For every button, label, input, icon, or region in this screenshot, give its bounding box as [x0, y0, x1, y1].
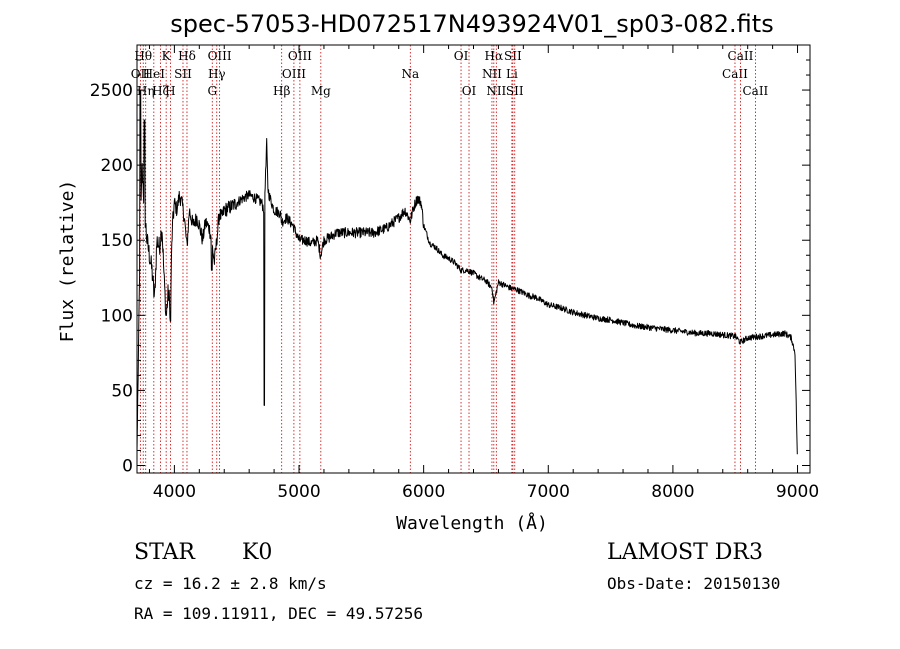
line-marker-label: Hθ — [134, 49, 152, 63]
x-axis-label: Wavelength (Å) — [396, 512, 548, 534]
plot-frame — [136, 44, 811, 474]
coords-text: RA = 109.11911, DEC = 49.57256 — [134, 604, 423, 623]
line-marker-label: CaII — [728, 49, 754, 63]
y-tick-label: 0 — [122, 456, 133, 476]
x-tick-label: 6000 — [402, 482, 445, 502]
line-marker-label: Hα — [485, 49, 504, 63]
line-marker-label: K — [162, 49, 172, 63]
line-marker-label: HeI — [143, 67, 166, 81]
x-tick-label: 5000 — [277, 482, 320, 502]
line-marker-label: SII — [504, 49, 522, 63]
line-marker-label: CaII — [742, 84, 768, 98]
line-marker-label: Hβ — [273, 84, 290, 98]
x-tick-label: 8000 — [651, 482, 694, 502]
object-subclass: K0 — [242, 540, 272, 565]
line-markers: OIIHθHηHeIHζKHSIIHδGHγOIIIHβOIIIOIIIMgNa… — [131, 45, 769, 473]
line-marker-label: H — [165, 84, 175, 98]
line-marker-label: OIII — [288, 49, 312, 63]
x-tick-label: 9000 — [776, 482, 819, 502]
y-axis: 0 50 100 150 200 2500 — [90, 59, 810, 476]
line-marker-label: Na — [401, 67, 419, 81]
line-marker-label: Hδ — [178, 49, 196, 63]
obs-date-text: Obs-Date: 20150130 — [607, 574, 780, 593]
line-marker-label: Li — [506, 67, 518, 81]
spectrum-series — [136, 89, 798, 455]
redshift-text: cz = 16.2 ± 2.8 km/s — [134, 574, 327, 593]
y-axis-label: Flux (relative) — [57, 180, 78, 343]
survey-name: LAMOST DR3 — [607, 540, 763, 565]
y-tick-label: 2500 — [90, 81, 133, 101]
line-marker-label: NII — [482, 67, 502, 81]
line-marker-label: Hη — [137, 84, 155, 98]
y-tick-label: 150 — [101, 231, 133, 251]
y-tick-label: 100 — [101, 306, 133, 326]
line-marker-label: NII — [486, 84, 506, 98]
object-class: STAR — [134, 540, 196, 565]
chart-title: spec-57053-HD072517N493924V01_sp03-082.f… — [170, 10, 773, 38]
line-marker-label: OIII — [208, 49, 232, 63]
line-marker-label: SII — [174, 67, 192, 81]
line-marker-label: CaII — [722, 67, 748, 81]
line-marker-label: Hγ — [208, 67, 226, 81]
x-axis: 4000 5000 6000 7000 8000 9000 — [148, 45, 819, 502]
line-marker-label: Mg — [311, 84, 331, 98]
line-marker-label: G — [207, 84, 217, 98]
line-marker-label: Hζ — [152, 84, 169, 98]
spectrum-line — [136, 89, 798, 455]
line-marker-label: OI — [462, 84, 477, 98]
y-tick-label: 50 — [111, 381, 133, 401]
line-marker-label: OIII — [282, 67, 306, 81]
x-tick-label: 7000 — [527, 482, 570, 502]
x-tick-label: 4000 — [153, 482, 196, 502]
y-tick-label: 200 — [101, 156, 133, 176]
line-marker-label: OI — [454, 49, 469, 63]
line-marker-label: SII — [506, 84, 524, 98]
